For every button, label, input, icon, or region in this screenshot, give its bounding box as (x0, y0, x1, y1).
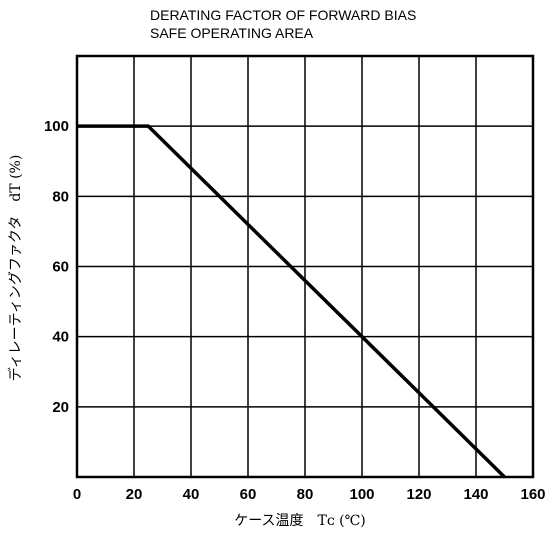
y-tick-label: 80 (52, 188, 69, 205)
x-axis-ticks: 0 20 40 60 80 100 120 140 160 (73, 486, 546, 503)
x-tick-label: 120 (406, 486, 431, 503)
x-tick-label: 20 (126, 486, 143, 503)
x-tick-label: 60 (240, 486, 257, 503)
chart-title-line-1: DERATING FACTOR OF FORWARD BIAS (150, 7, 416, 23)
x-tick-label: 140 (463, 486, 488, 503)
x-axis-label: ケース温度 Tᴄ (℃) (234, 513, 366, 529)
x-tick-label: 0 (73, 486, 81, 503)
y-tick-label: 100 (44, 118, 69, 135)
x-tick-label: 160 (520, 486, 545, 503)
y-axis-ticks: 20 40 60 80 100 (44, 118, 69, 416)
chart-title: DERATING FACTOR OF FORWARD BIAS SAFE OPE… (150, 7, 416, 41)
x-tick-label: 80 (297, 486, 314, 503)
y-tick-label: 40 (52, 329, 69, 346)
chart-title-line-2: SAFE OPERATING AREA (150, 25, 314, 41)
y-tick-label: 60 (52, 259, 69, 276)
grid-lines (77, 56, 533, 477)
y-tick-label: 20 (52, 399, 69, 416)
x-tick-label: 40 (183, 486, 200, 503)
y-axis-label: ディレーティングファクタ dT (%) (7, 155, 24, 382)
x-tick-label: 100 (349, 486, 374, 503)
derating-curve (77, 126, 505, 477)
